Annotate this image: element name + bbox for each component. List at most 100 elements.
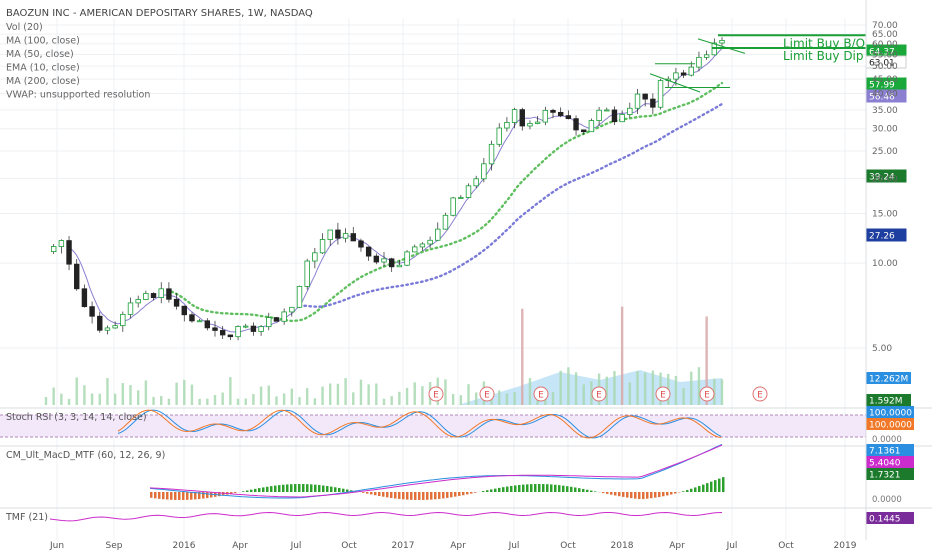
candle [435,229,440,240]
volume-bar [567,367,569,405]
candle [197,321,202,322]
macd-histogram-bar [418,492,421,500]
macd-histogram-bar [606,492,609,494]
candle [412,247,417,252]
volume-bar [291,389,293,405]
time-tick-label: Apr [669,541,685,550]
macd-histogram-bar [166,492,169,500]
candle [581,130,586,132]
candle [428,240,433,244]
macd-histogram-bar [674,492,677,494]
macd-histogram-bar [510,486,513,492]
macd-histogram-bar [542,484,545,492]
macd-histogram-bar [554,485,557,492]
volume-bar [636,371,638,405]
macd-histogram-bar [594,491,597,492]
candle [113,326,118,328]
volume-bar [221,393,223,405]
candle [566,116,571,119]
macd-histogram-bar [618,492,621,496]
macd-histogram-bar [390,492,393,498]
volume-bar [475,392,477,405]
macd-histogram-bar [378,492,381,496]
volume-bar [52,388,54,405]
macd-histogram-bar [558,485,561,492]
candle [628,108,633,114]
volume-bar [268,386,270,405]
candle [282,312,287,321]
macd-histogram-bar [710,482,713,492]
candle [220,330,225,335]
indicator-badge-label: 1.7321 [869,471,901,481]
time-tick-label: 2018 [611,541,634,550]
macd-histogram-bar [722,477,725,492]
candle [620,114,625,121]
macd-histogram-bar [650,492,653,498]
macd-histogram-bar [666,492,669,495]
price-tick-label: 20.00 [872,174,898,184]
volume-bar [68,399,70,405]
macd-histogram-bar [718,479,721,492]
time-tick-label: Oct [778,541,794,550]
time-tick-label: Jun [49,541,64,550]
macd-histogram-bar [370,492,373,494]
macd-histogram-bar [154,492,157,498]
volume-bar [521,309,523,405]
macd-histogram-bar [158,492,161,499]
earnings-marker-label: E [660,391,666,401]
time-tick-label: Jul [508,541,520,550]
time-tick-label: Apr [450,541,466,550]
candle [697,57,702,67]
macd-histogram-bar [434,492,437,499]
time-tick-label: 2016 [173,541,196,550]
volume-bar [498,390,500,405]
volume-bar [414,382,416,405]
macd-histogram-bar [286,484,289,492]
volume-bar [45,397,47,405]
macd-histogram-bar [646,492,649,499]
price-tick-label: 45.00 [872,75,898,85]
earnings-marker-label: E [433,391,439,401]
earnings-marker-label: E [484,391,490,401]
volume-bar [237,399,239,405]
macd-histogram-bar [422,492,425,500]
volume-bar [321,387,323,405]
candle [174,299,179,306]
price-tick-label: 25.00 [872,147,898,157]
candle [443,215,448,229]
study-legend-item: EMA (10, close) [6,63,80,74]
candle [489,144,494,163]
volume-bar [421,386,423,405]
price-tick-label: 30.00 [872,125,898,135]
macd-histogram-bar [258,488,261,492]
volume-bar [682,388,684,405]
macd-histogram-bar [694,487,697,492]
volume-bar [298,397,300,405]
volume-bar [229,377,231,405]
macd-histogram-bar [546,484,549,492]
macd-histogram-bar [282,485,285,492]
macd-histogram-bar [466,492,469,494]
macd-histogram-bar [550,484,553,492]
time-tick-label: Jul [726,541,738,550]
volume-bar [513,392,515,405]
time-tick-label: Oct [341,541,357,550]
macd-histogram-bar [482,491,485,492]
macd-histogram-bar [190,492,193,500]
candle [328,230,333,240]
macd-histogram-bar [426,492,429,500]
macd-histogram-bar [526,484,529,492]
macd-histogram-bar [246,490,249,492]
macd-histogram-bar [334,487,337,492]
candle [681,73,686,75]
indicator-badge-label: 5.4040 [869,459,901,469]
macd-histogram-bar [658,492,661,497]
candle [459,198,464,199]
chart-title: BAOZUN INC - AMERICAN DEPOSITARY SHARES,… [6,8,313,19]
macd-histogram-bar [322,485,325,492]
macd-histogram-bar [570,487,573,492]
macd-histogram-bar [318,485,321,492]
candle [535,122,540,123]
time-tick-label: 2019 [834,541,857,550]
study-legend-item: MA (200, close) [6,76,80,87]
